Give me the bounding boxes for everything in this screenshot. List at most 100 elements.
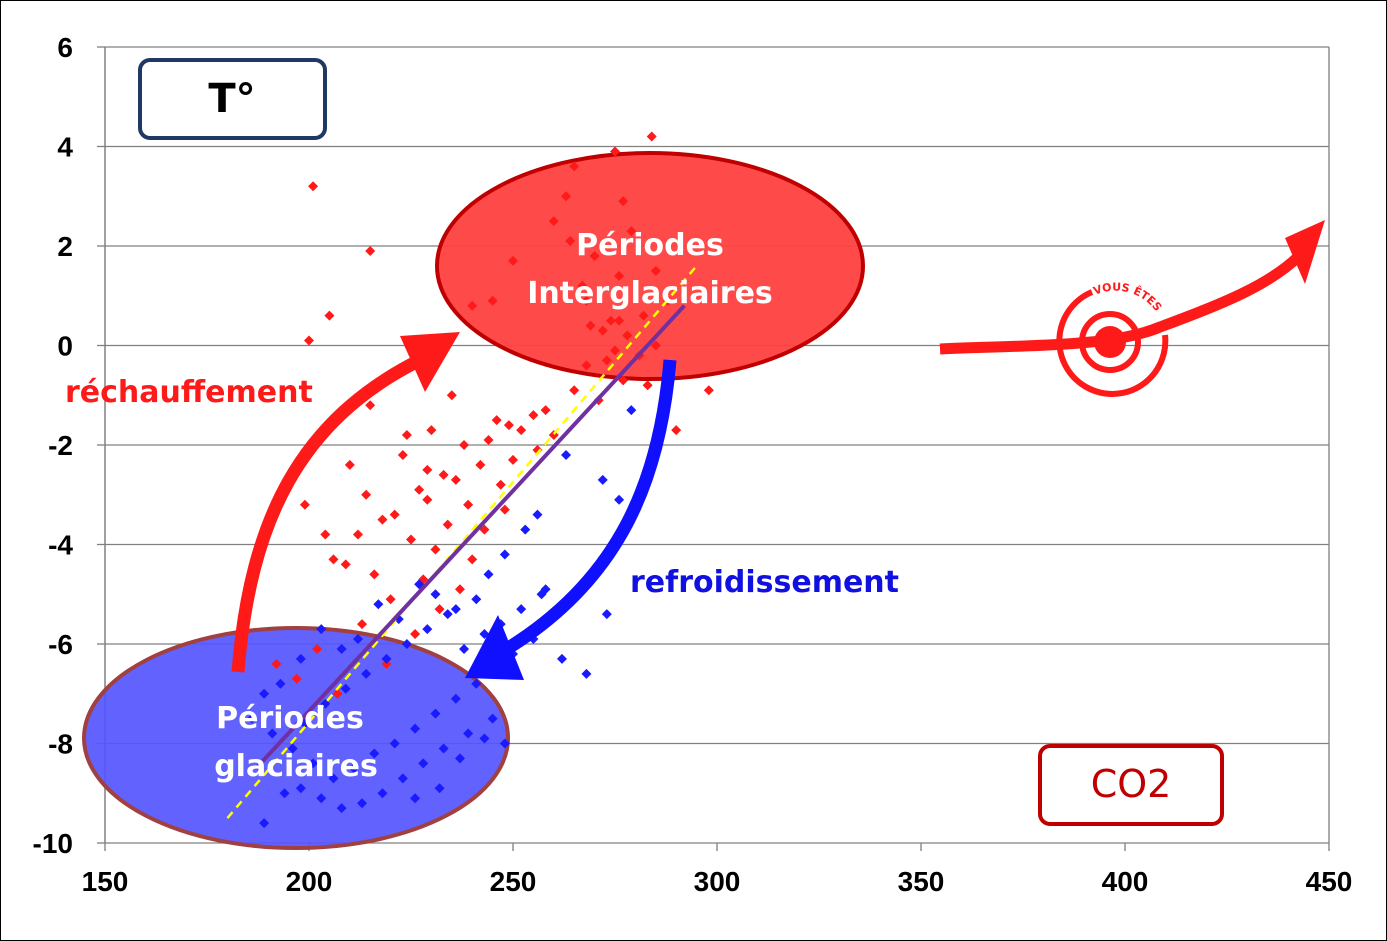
- glacial-label-2: glaciaires: [214, 749, 378, 784]
- data-point: [361, 668, 372, 679]
- data-point: [532, 444, 543, 455]
- data-point: [279, 788, 290, 799]
- data-point: [499, 504, 510, 515]
- data-point: [516, 425, 527, 436]
- data-point: [610, 345, 620, 356]
- data-point: [487, 295, 498, 306]
- data-point: [397, 449, 408, 460]
- co2-box: [1038, 744, 1224, 826]
- data-point: [642, 380, 653, 391]
- data-point: [491, 415, 502, 426]
- data-point: [463, 728, 474, 739]
- data-point: [540, 405, 551, 416]
- data-point: [618, 196, 629, 207]
- data-point: [650, 265, 661, 276]
- data-point: [308, 758, 319, 769]
- data-point: [340, 683, 351, 694]
- data-point: [320, 529, 331, 540]
- data-point: [614, 494, 625, 505]
- trend-line: [254, 304, 686, 770]
- data-point: [352, 529, 363, 540]
- data-point: [357, 798, 368, 809]
- data-point: [569, 161, 580, 172]
- data-point: [426, 425, 437, 436]
- data-point: [434, 783, 445, 794]
- you-are-here-target: VOUS ÊTES: [1056, 281, 1169, 397]
- data-point: [622, 330, 633, 341]
- data-point: [463, 499, 474, 510]
- data-point: [401, 430, 412, 441]
- data-point: [246, 713, 257, 724]
- data-point: [373, 599, 384, 610]
- y-tick-label: 4: [57, 132, 73, 163]
- data-point: [438, 743, 449, 754]
- data-point: [459, 643, 470, 654]
- x-tick-label: 350: [898, 866, 945, 897]
- data-point: [365, 245, 376, 256]
- data-point: [650, 340, 661, 351]
- data-point: [495, 479, 506, 490]
- data-point: [569, 385, 580, 396]
- data-point: [605, 315, 616, 326]
- data-point: [295, 653, 306, 664]
- cooling-arrow: [501, 359, 677, 656]
- data-point: [259, 688, 270, 699]
- data-point: [377, 514, 388, 525]
- data-point: [340, 559, 351, 570]
- data-point: [459, 440, 470, 450]
- data-point: [577, 280, 588, 291]
- data-point: [410, 793, 421, 804]
- you-are-here-label: VOUS ÊTES: [1092, 281, 1165, 314]
- data-point: [528, 410, 539, 421]
- x-tick-label: 300: [694, 866, 741, 897]
- data-point: [483, 569, 494, 580]
- data-point: [581, 668, 592, 679]
- data-point: [271, 658, 282, 669]
- data-point: [438, 469, 449, 480]
- data-point: [410, 629, 421, 640]
- data-point: [548, 216, 559, 227]
- fit-line: [226, 265, 698, 819]
- data-point: [430, 589, 441, 600]
- data-point: [422, 624, 433, 635]
- t-box: [138, 58, 327, 140]
- data-point: [385, 594, 396, 605]
- y-tick-label: 2: [57, 231, 73, 262]
- data-point: [406, 534, 416, 545]
- data-point: [597, 474, 608, 485]
- data-point: [275, 678, 286, 689]
- data-point: [467, 300, 478, 311]
- y-tick-label: 0: [57, 331, 73, 362]
- interglacial-ellipse: [435, 151, 865, 381]
- data-point: [508, 454, 518, 465]
- data-point: [377, 788, 388, 799]
- x-tick-label: 250: [490, 866, 537, 897]
- data-point: [344, 459, 355, 470]
- y-tick-label: -2: [48, 430, 73, 461]
- data-point: [516, 604, 527, 615]
- data-point: [365, 400, 376, 411]
- cooling-arrowhead: [465, 615, 524, 680]
- data-point: [357, 619, 368, 630]
- data-point: [401, 639, 412, 649]
- y-tick-label: -10: [33, 828, 73, 859]
- data-point: [434, 604, 445, 615]
- data-point: [475, 459, 486, 470]
- data-point: [418, 758, 429, 769]
- data-point: [561, 191, 572, 202]
- data-point: [585, 320, 596, 331]
- data-point: [487, 713, 498, 724]
- data-point: [597, 325, 608, 336]
- data-point: [536, 589, 547, 600]
- data-point: [499, 738, 510, 749]
- data-point: [397, 773, 408, 784]
- data-point: [332, 688, 343, 699]
- data-point: [304, 335, 314, 346]
- data-point: [454, 753, 465, 764]
- data-point: [450, 693, 461, 704]
- data-point: [442, 519, 453, 530]
- data-point: [312, 643, 323, 654]
- data-point: [503, 420, 514, 431]
- data-point: [581, 295, 592, 306]
